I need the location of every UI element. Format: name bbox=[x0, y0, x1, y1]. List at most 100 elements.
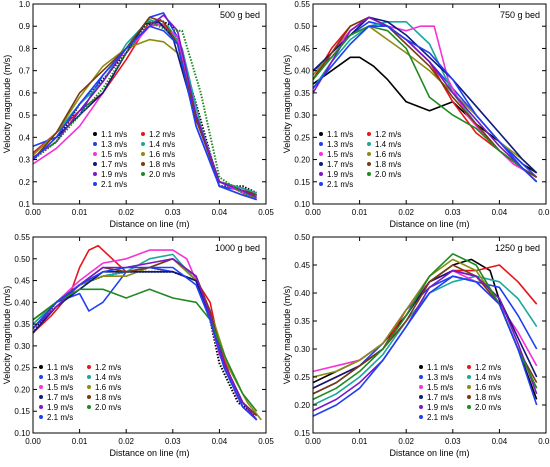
legend-marker bbox=[93, 142, 97, 146]
legend-marker bbox=[87, 395, 91, 399]
legend-label: 2.0 m/s bbox=[475, 403, 501, 412]
legend-marker bbox=[141, 142, 145, 146]
series-line-17 bbox=[33, 20, 257, 196]
legend-marker bbox=[39, 405, 43, 409]
y-tick-label: 1.0 bbox=[19, 0, 31, 9]
y-tick-label: 0.1 bbox=[19, 200, 31, 209]
chart-panel-2: 0.00 0.01 0.02 0.03 0.04 0.05 0.10 0.15 0.20 0.25… bbox=[282, 0, 550, 229]
x-tick-label: 0.04 bbox=[212, 208, 228, 217]
x-tick-label: 0.03 bbox=[445, 208, 461, 217]
y-tick-label: 0.45 bbox=[294, 261, 310, 270]
y-tick-label: 0.50 bbox=[294, 233, 310, 242]
x-tick-label: 0.05 bbox=[258, 437, 274, 446]
y-tick-label: 0.50 bbox=[14, 255, 30, 264]
legend-label: 1.5 m/s bbox=[327, 150, 353, 159]
y-tick-label: 0.6 bbox=[19, 89, 31, 98]
series-line-11 bbox=[33, 18, 258, 194]
series-group bbox=[33, 244, 262, 421]
chart-title: 500 g bed bbox=[220, 10, 260, 20]
legend-marker bbox=[467, 405, 471, 409]
y-tick-label: 0.55 bbox=[14, 233, 30, 242]
legend-label: 1.9 m/s bbox=[427, 403, 453, 412]
legend-marker bbox=[39, 415, 43, 419]
y-tick-label: 0.35 bbox=[294, 89, 310, 98]
legend-label: 1.8 m/s bbox=[95, 393, 121, 402]
chart-panel-4: 0.00 0.01 0.02 0.03 0.04 0.05 0.15 0.20 0.25 0.30… bbox=[282, 233, 550, 458]
y-tick-label: 0.30 bbox=[294, 345, 310, 354]
x-tick-label: 0.02 bbox=[398, 437, 414, 446]
legend-marker bbox=[467, 395, 471, 399]
y-axis-label: Velocity magnitude (m/s) bbox=[282, 55, 292, 154]
legend-label: 2.1 m/s bbox=[101, 180, 127, 189]
y-tick-label: 0.15 bbox=[294, 178, 310, 187]
y-axis-label: Velocity magnitude (m/s) bbox=[282, 286, 292, 385]
legend-marker bbox=[367, 172, 371, 176]
legend-label: 1.2 m/s bbox=[149, 130, 175, 139]
x-tick-label: 0.05 bbox=[258, 208, 274, 217]
legend-label: 1.7 m/s bbox=[327, 160, 353, 169]
series-line-20 bbox=[313, 25, 538, 183]
legend-marker bbox=[87, 365, 91, 369]
y-tick-label: 0.3 bbox=[19, 156, 31, 165]
legend-marker bbox=[467, 375, 471, 379]
legend-label: 2.1 m/s bbox=[47, 413, 73, 422]
series-group bbox=[313, 253, 538, 417]
legend-label: 1.2 m/s bbox=[375, 130, 401, 139]
y-tick-label: 0.20 bbox=[294, 401, 310, 410]
legend-marker bbox=[419, 385, 423, 389]
y-tick-label: 0.30 bbox=[294, 111, 310, 120]
y-tick-label: 0.15 bbox=[14, 407, 30, 416]
legend-label: 1.1 m/s bbox=[47, 363, 73, 372]
x-axis-label: Distance on line (m) bbox=[389, 219, 469, 229]
legend-label: 1.4 m/s bbox=[149, 140, 175, 149]
series-line-20 bbox=[313, 253, 538, 401]
legend-label: 1.1 m/s bbox=[101, 130, 127, 139]
x-tick-label: 0.05 bbox=[538, 437, 550, 446]
y-tick-label: 0.10 bbox=[14, 429, 30, 438]
legend-label: 1.1 m/s bbox=[327, 130, 353, 139]
series-line-20 bbox=[33, 288, 258, 412]
x-axis-label: Distance on line (m) bbox=[389, 448, 469, 458]
legend-label: 1.6 m/s bbox=[95, 383, 121, 392]
legend-label: 1.9 m/s bbox=[47, 403, 73, 412]
series-line-19 bbox=[313, 16, 538, 183]
legend: 1.1 m/s 1.2 m/s 1.3 m/s 1.4 m/s 1.5 m/s 1.6 m… bbox=[419, 363, 501, 422]
y-tick-label: 0.15 bbox=[294, 429, 310, 438]
x-axis-label: Distance on line (m) bbox=[109, 448, 189, 458]
plot-frame bbox=[312, 3, 547, 205]
x-tick-label: 0.02 bbox=[118, 437, 134, 446]
legend-label: 2.1 m/s bbox=[327, 180, 353, 189]
x-tick-label: 0.00 bbox=[25, 437, 41, 446]
legend-marker bbox=[419, 405, 423, 409]
legend: 1.1 m/s 1.2 m/s 1.3 m/s 1.4 m/s 1.5 m/s 1.6 m… bbox=[39, 363, 121, 422]
x-axis-label: Distance on line (m) bbox=[109, 219, 189, 229]
series-line-19 bbox=[313, 269, 538, 412]
legend-label: 1.7 m/s bbox=[101, 160, 127, 169]
legend-marker bbox=[419, 365, 423, 369]
plot-frame bbox=[32, 236, 267, 434]
y-tick-label: 0.5 bbox=[19, 111, 31, 120]
y-tick-label: 0.45 bbox=[294, 44, 310, 53]
y-tick-label: 0.4 bbox=[19, 133, 31, 142]
series-line-21 bbox=[33, 266, 258, 421]
plot-frame bbox=[312, 236, 547, 434]
y-tick-label: 0.9 bbox=[19, 22, 31, 31]
legend-label: 1.8 m/s bbox=[375, 160, 401, 169]
legend-marker bbox=[39, 395, 43, 399]
legend-label: 1.2 m/s bbox=[95, 363, 121, 372]
y-tick-label: 0.25 bbox=[14, 364, 30, 373]
y-tick-label: 0.25 bbox=[294, 373, 310, 382]
legend-marker bbox=[319, 182, 323, 186]
series-line-12 bbox=[33, 20, 258, 196]
legend-marker bbox=[367, 152, 371, 156]
series-line-14 bbox=[33, 18, 257, 194]
legend-label: 1.7 m/s bbox=[427, 393, 453, 402]
y-tick-label: 0.30 bbox=[14, 342, 30, 351]
legend-marker bbox=[39, 365, 43, 369]
x-tick-label: 0.01 bbox=[72, 208, 88, 217]
series-line-18 bbox=[33, 16, 257, 196]
legend-label: 1.4 m/s bbox=[475, 373, 501, 382]
series-group bbox=[33, 12, 258, 201]
series-line-20 bbox=[33, 20, 258, 201]
